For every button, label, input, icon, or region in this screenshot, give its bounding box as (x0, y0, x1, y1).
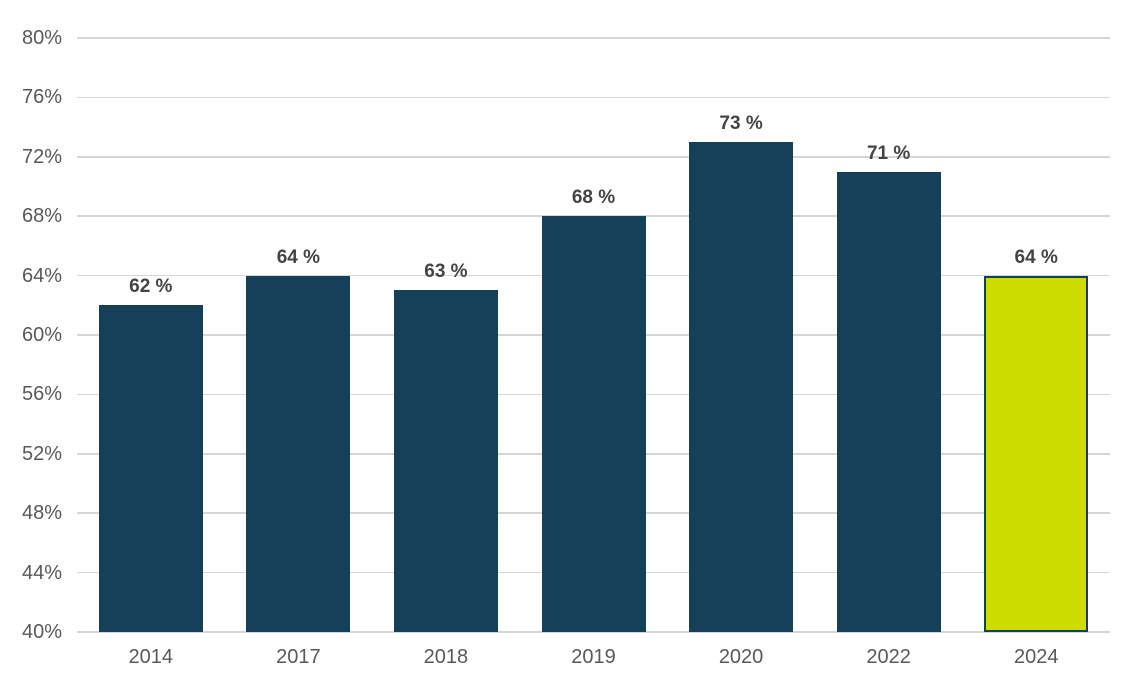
bar-value-label: 71 % (866, 142, 911, 164)
y-axis-tick-label: 48% (21, 502, 62, 525)
gridline (77, 156, 1110, 158)
bar-2019 (541, 216, 646, 632)
bar-value-label: 64 % (1014, 246, 1058, 268)
x-axis-tick-label: 2018 (423, 646, 469, 668)
x-axis-tick-label: 2014 (128, 646, 174, 668)
bar-value-label: 64 % (276, 246, 320, 268)
bar-2017 (246, 275, 351, 632)
x-axis-tick-label: 2017 (276, 646, 321, 668)
y-axis-tick-label: 64% (21, 264, 62, 287)
y-axis-tick-label: 60% (21, 324, 62, 346)
x-axis-tick-label: 2020 (718, 646, 764, 668)
bar-2014 (98, 305, 203, 632)
y-axis-tick-label: 72% (21, 145, 62, 168)
y-axis-tick-label: 44% (21, 561, 62, 584)
y-axis-tick-label: 56% (21, 383, 62, 406)
bar-value-label: 73 % (719, 112, 763, 134)
bar-value-label: 62 % (129, 276, 173, 298)
bar-2020 (689, 141, 794, 632)
bar-2024 (984, 275, 1089, 632)
y-axis-tick-label: 80% (21, 27, 62, 49)
y-axis-tick-label: 52% (21, 442, 62, 465)
gridline (77, 37, 1110, 39)
y-axis-tick-label: 76% (21, 86, 62, 109)
bar-value-label: 68 % (571, 187, 616, 209)
y-axis-tick-label: 68% (21, 205, 62, 228)
gridline (77, 631, 1110, 633)
y-axis-tick-label: 40% (21, 621, 62, 643)
bar-2022 (836, 171, 941, 632)
gridline (77, 96, 1110, 99)
x-axis-tick-label: 2024 (1013, 646, 1059, 668)
x-axis-tick-label: 2022 (866, 646, 911, 668)
x-axis-tick-label: 2019 (571, 646, 616, 668)
bar-2018 (393, 290, 498, 632)
bar-value-label: 63 % (424, 261, 468, 283)
